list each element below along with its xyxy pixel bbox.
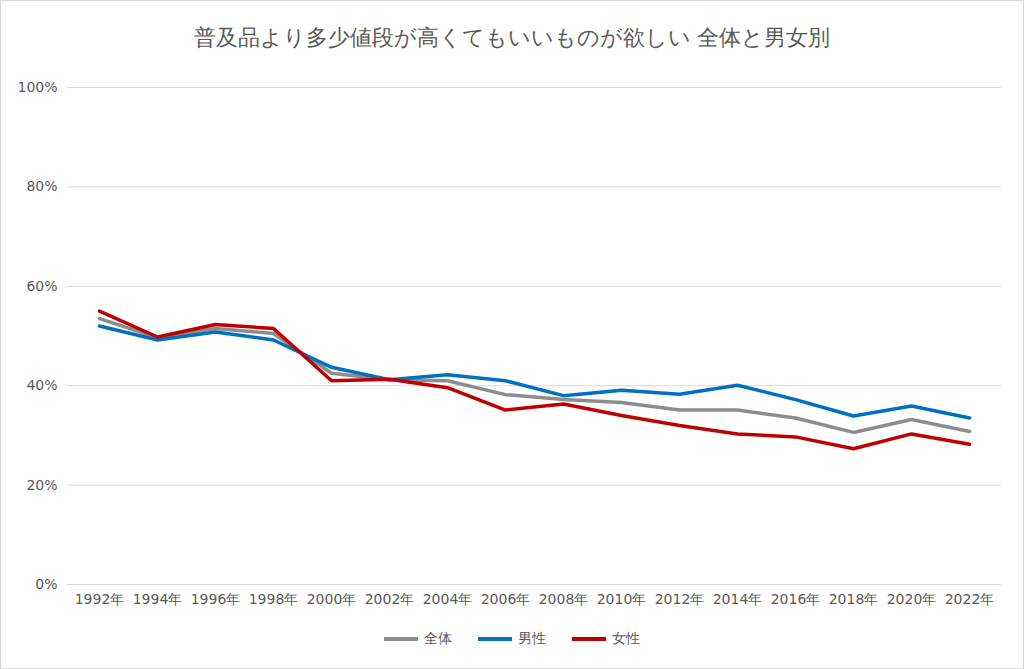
svg-text:2012年: 2012年 [655, 591, 705, 607]
svg-text:100%: 100% [17, 79, 57, 95]
svg-text:2008年: 2008年 [539, 591, 589, 607]
svg-text:2010年: 2010年 [597, 591, 647, 607]
svg-text:2022年: 2022年 [945, 591, 995, 607]
svg-text:1994年: 1994年 [133, 591, 183, 607]
svg-text:60%: 60% [26, 278, 57, 294]
svg-text:20%: 20% [26, 477, 57, 493]
svg-text:2014年: 2014年 [713, 591, 763, 607]
svg-text:1996年: 1996年 [191, 591, 241, 607]
svg-text:2000年: 2000年 [307, 591, 357, 607]
html-text:女性: 女性 [612, 630, 640, 646]
svg-text:2002年: 2002年 [365, 591, 415, 607]
svg-text:0%: 0% [35, 576, 57, 592]
svg-text:2020年: 2020年 [887, 591, 937, 607]
svg-text:1998年: 1998年 [249, 591, 299, 607]
svg-text:80%: 80% [26, 178, 57, 194]
svg-text:2018年: 2018年 [829, 591, 879, 607]
html-text:男性: 男性 [518, 630, 546, 646]
svg-text:2006年: 2006年 [481, 591, 531, 607]
svg-text:1992年: 1992年 [75, 591, 125, 607]
svg-text:40%: 40% [26, 377, 57, 393]
html-text:普及品より多少値段が高くてもいいものが欲しい 全体と男女別: 普及品より多少値段が高くてもいいものが欲しい 全体と男女別 [193, 25, 831, 50]
html-text:全体: 全体 [424, 630, 452, 646]
svg-text:2016年: 2016年 [771, 591, 821, 607]
svg-text:2004年: 2004年 [423, 591, 473, 607]
